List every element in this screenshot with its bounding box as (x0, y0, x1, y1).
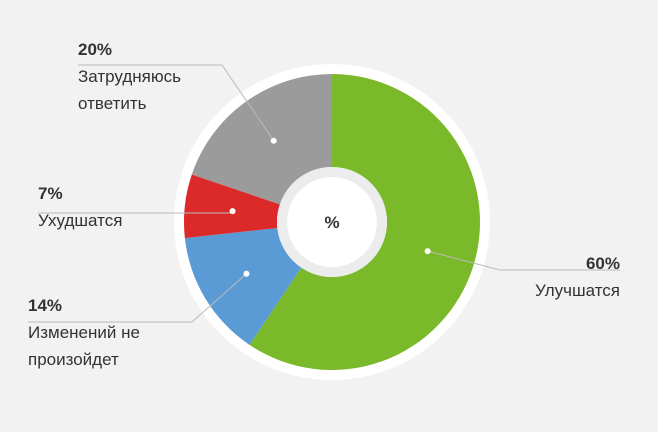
category-label: Затрудняюсь ответить (78, 67, 181, 113)
slice (184, 227, 302, 345)
slice-label: 7% Ухудшатся (38, 180, 178, 234)
value-label: 14% (28, 296, 63, 315)
leader-line (28, 273, 247, 323)
category-label: Ухудшатся (38, 211, 123, 230)
slice-label: 14% Изменений не произойдет (28, 292, 178, 373)
leader-dot (229, 208, 236, 215)
slice-label: 20% Затрудняюсь ответить (78, 36, 213, 117)
slice (191, 74, 332, 205)
category-label: Улучшатся (535, 281, 620, 300)
value-label: 20% (78, 40, 113, 59)
leader-dot (243, 270, 250, 277)
category-label: Изменений не произойдет (28, 323, 140, 369)
hole (287, 177, 377, 267)
leader-line (78, 64, 275, 142)
slice (184, 174, 280, 239)
value-label: 60% (585, 254, 620, 273)
slice-label: 60% Улучшатся (480, 250, 620, 304)
leader-line (427, 250, 620, 271)
leader-dot (424, 248, 431, 255)
leader-dot (270, 137, 277, 144)
slice (249, 74, 480, 371)
value-label: 7% (38, 184, 63, 203)
center-label: % (324, 213, 339, 232)
